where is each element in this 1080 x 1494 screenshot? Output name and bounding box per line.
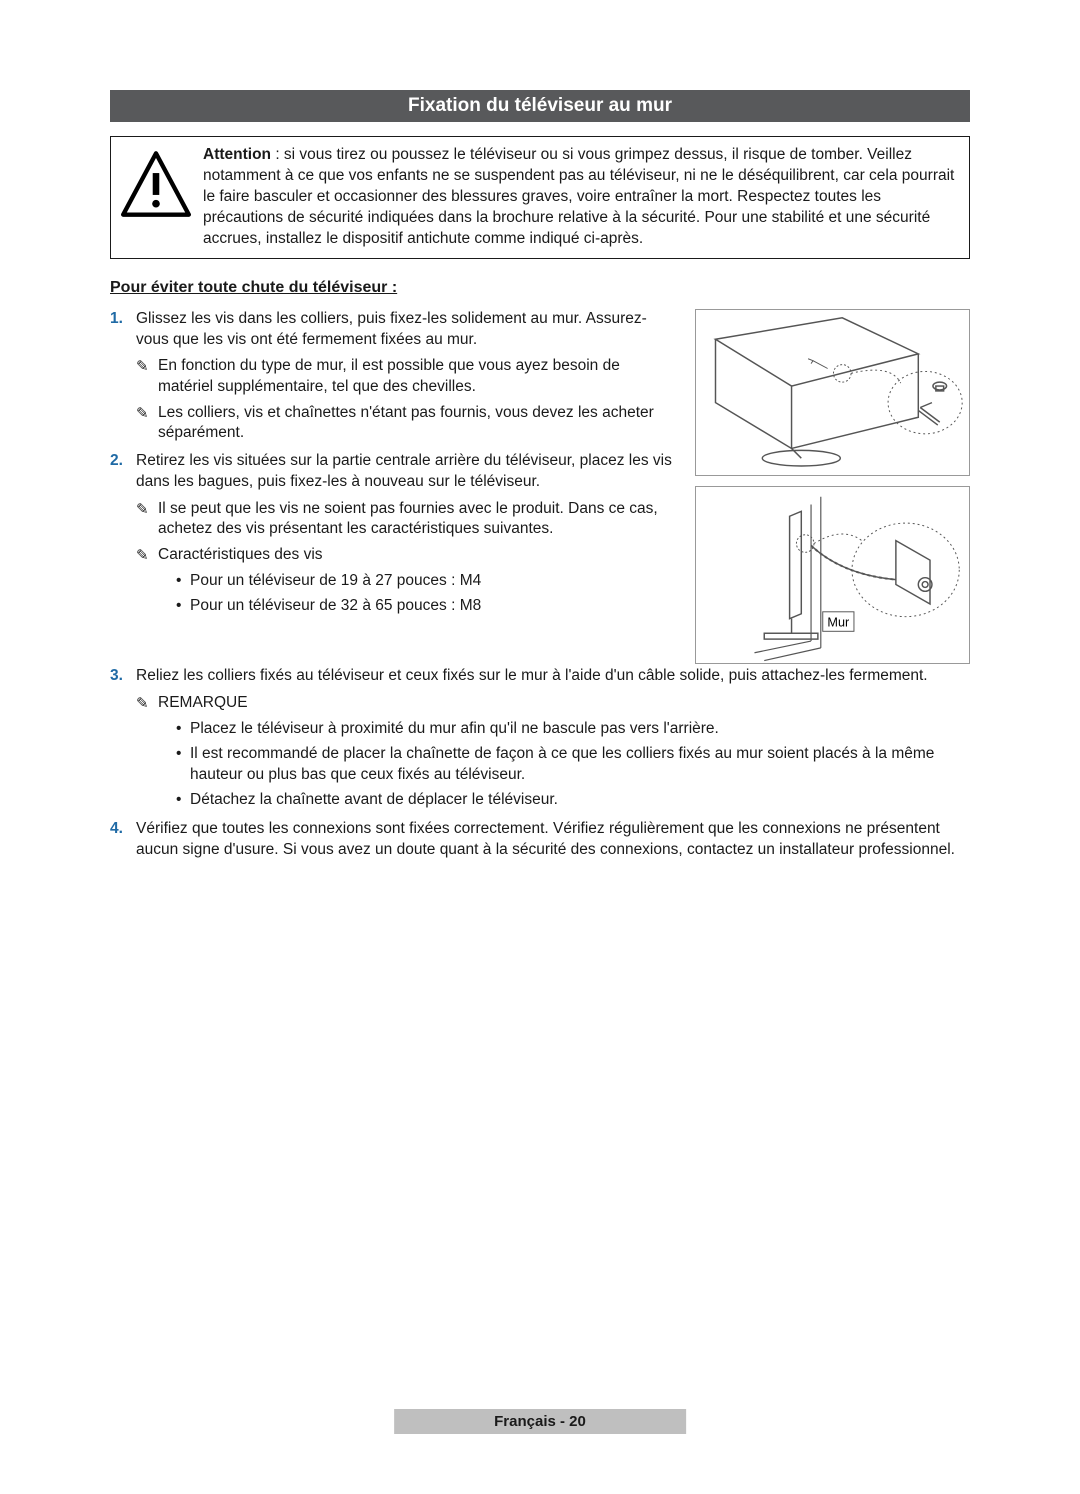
bullet-item: Détachez la chaînette avant de déplacer …	[176, 790, 970, 811]
note-icon: ✎	[136, 357, 149, 377]
step-2: 2. Retirez les vis situées sur la partie…	[110, 451, 677, 617]
step-number: 3.	[110, 666, 123, 687]
section-title-bar: Fixation du téléviseur au mur	[110, 90, 970, 122]
warning-icon	[121, 149, 191, 219]
illustration-column: Mur	[695, 309, 970, 664]
section-heading: Pour éviter toute chute du téléviseur :	[110, 279, 970, 297]
footer-page-label: Français - 20	[394, 1409, 686, 1434]
step-number: 2.	[110, 451, 123, 472]
content-row: 1. Glissez les vis dans les colliers, pu…	[110, 309, 970, 664]
warning-lead: Attention	[203, 146, 271, 163]
bullet-list: Placez le téléviseur à proximité du mur …	[136, 719, 970, 811]
remarque: ✎ REMARQUE	[136, 693, 970, 713]
tv-illustration-bottom: Mur	[695, 486, 970, 664]
step-text: Vérifiez que toutes les connexions sont …	[136, 820, 955, 858]
text-column: 1. Glissez les vis dans les colliers, pu…	[110, 309, 677, 664]
wall-label: Mur	[827, 616, 849, 630]
step-3: 3. Reliez les colliers fixés au télévise…	[110, 666, 970, 811]
note: ✎ En fonction du type de mur, il est pos…	[136, 356, 677, 396]
note: ✎ Caractéristiques des vis	[136, 545, 677, 565]
warning-body: : si vous tirez ou poussez le téléviseur…	[203, 146, 954, 247]
note-icon: ✎	[136, 404, 149, 424]
note-icon: ✎	[136, 546, 149, 566]
note-text: Caractéristiques des vis	[158, 546, 323, 563]
bullet-list: Pour un téléviseur de 19 à 27 pouces : M…	[136, 571, 677, 617]
note-text: En fonction du type de mur, il est possi…	[158, 357, 620, 394]
note: ✎ Les colliers, vis et chaînettes n'étan…	[136, 403, 677, 443]
note-text: Les colliers, vis et chaînettes n'étant …	[158, 404, 654, 441]
step-text: Reliez les colliers fixés au téléviseur …	[136, 667, 928, 684]
step-number: 4.	[110, 819, 123, 840]
bullet-item: Il est recommandé de placer la chaînette…	[176, 744, 970, 786]
step-text: Retirez les vis situées sur la partie ce…	[136, 452, 672, 490]
bullet-item: Placez le téléviseur à proximité du mur …	[176, 719, 970, 740]
page-footer: Français - 20	[394, 1409, 686, 1434]
step-number: 1.	[110, 309, 123, 330]
warning-text: Attention : si vous tirez ou poussez le …	[203, 145, 959, 250]
note-icon: ✎	[136, 500, 149, 520]
step-4: 4. Vérifiez que toutes les connexions so…	[110, 819, 970, 861]
bullet-item: Pour un téléviseur de 19 à 27 pouces : M…	[176, 571, 677, 592]
bullet-item: Pour un téléviseur de 32 à 65 pouces : M…	[176, 596, 677, 617]
remarque-label: REMARQUE	[158, 694, 248, 711]
note-text: Il se peut que les vis ne soient pas fou…	[158, 500, 658, 537]
step-1: 1. Glissez les vis dans les colliers, pu…	[110, 309, 677, 443]
warning-box: Attention : si vous tirez ou poussez le …	[110, 136, 970, 259]
tv-illustration-top	[695, 309, 970, 477]
note: ✎ Il se peut que les vis ne soient pas f…	[136, 499, 677, 539]
step-text: Glissez les vis dans les colliers, puis …	[136, 310, 647, 348]
note-icon: ✎	[136, 694, 149, 714]
